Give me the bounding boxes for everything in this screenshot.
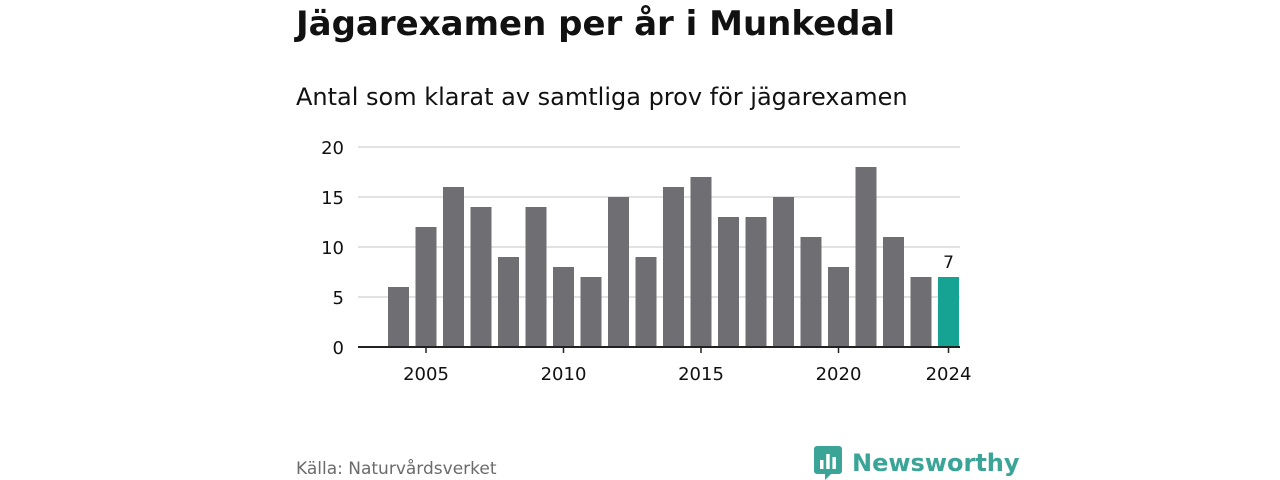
bar bbox=[828, 267, 849, 347]
bar bbox=[443, 187, 464, 347]
brand-logo: Newsworthy bbox=[814, 446, 1020, 480]
bar bbox=[553, 267, 574, 347]
bar bbox=[498, 257, 519, 347]
source-note: Källa: Naturvårdsverket bbox=[296, 459, 497, 479]
x-tick-label: 2005 bbox=[403, 364, 449, 385]
y-tick-label: 15 bbox=[321, 188, 344, 209]
y-tick-label: 5 bbox=[333, 288, 344, 309]
chart-subtitle: Antal som klarat av samtliga prov för jä… bbox=[296, 83, 908, 111]
bar bbox=[663, 187, 684, 347]
bar bbox=[388, 287, 409, 347]
bar bbox=[773, 197, 794, 347]
y-tick-label: 0 bbox=[333, 338, 344, 359]
y-tick-label: 20 bbox=[321, 138, 344, 159]
bar bbox=[718, 217, 739, 347]
x-tick-label: 2024 bbox=[926, 364, 972, 385]
chart-title: Jägarexamen per år i Munkedal bbox=[296, 4, 896, 44]
bar bbox=[690, 177, 712, 347]
brand-name: Newsworthy bbox=[852, 449, 1020, 477]
bar bbox=[525, 207, 547, 347]
bar bbox=[470, 207, 492, 347]
bar-chart-logo-icon bbox=[814, 446, 842, 480]
bar bbox=[855, 167, 877, 347]
x-tick-label: 2020 bbox=[816, 364, 862, 385]
bar bbox=[910, 277, 932, 347]
bar bbox=[800, 237, 822, 347]
bar bbox=[635, 257, 657, 347]
x-tick-label: 2015 bbox=[678, 364, 724, 385]
bar bbox=[883, 237, 904, 347]
bar bbox=[415, 227, 437, 347]
bar bbox=[580, 277, 602, 347]
bar bbox=[745, 217, 767, 347]
y-tick-label: 10 bbox=[321, 238, 344, 259]
x-tick-label: 2010 bbox=[541, 364, 587, 385]
data-label: 7 bbox=[943, 253, 954, 273]
bar-highlight bbox=[938, 277, 959, 347]
bar bbox=[608, 197, 629, 347]
